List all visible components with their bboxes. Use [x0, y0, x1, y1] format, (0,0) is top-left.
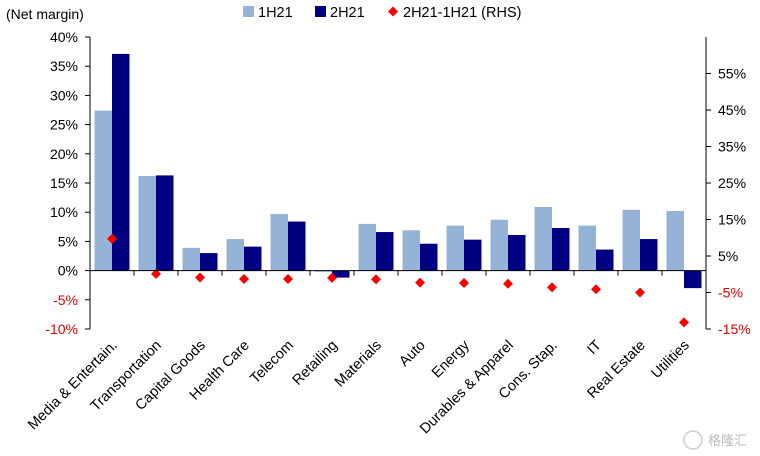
category-label: Materials	[332, 338, 385, 391]
left-tick-label: 40%	[50, 29, 78, 45]
category-labels: Media & Entertain.TransportationCapital …	[25, 337, 693, 437]
bar-1h21	[226, 239, 244, 271]
marker-diff	[195, 272, 205, 283]
left-tick-label: 25%	[50, 117, 78, 133]
bars	[94, 53, 702, 289]
marker-diff	[239, 273, 249, 284]
watermark: 格隆汇	[683, 430, 747, 450]
left-tick-label: 5%	[58, 233, 78, 249]
markers	[107, 233, 689, 328]
bar-2h21	[200, 253, 218, 271]
bar-2h21	[376, 232, 394, 271]
marker-diff	[635, 287, 645, 298]
marker-diff	[503, 278, 513, 289]
bar-2h21	[640, 239, 658, 271]
left-tick-label: 15%	[50, 175, 78, 191]
right-tick-label: 45%	[718, 102, 746, 118]
marker-diff	[107, 233, 117, 244]
category-label: Auto	[396, 338, 428, 370]
left-tick-label: -5%	[53, 292, 78, 308]
bar-1h21	[490, 219, 508, 271]
legend-label: 1H21	[258, 5, 293, 21]
right-tick-label: -15%	[718, 321, 751, 337]
category-label: Energy	[429, 337, 473, 381]
right-axis: 55% 45% 35% 25% 15% 5% -5% -15%	[705, 37, 751, 337]
marker-diff	[459, 278, 469, 289]
left-axis: 40% 35% 30% 25% 20% 15% 10% 5% 0% -5% -10%	[45, 29, 91, 337]
bar-1h21	[402, 230, 420, 271]
watermark-text: 格隆汇	[708, 433, 747, 448]
bar-2h21	[332, 270, 350, 278]
bar-1h21	[314, 270, 332, 272]
marker-diff	[327, 272, 337, 283]
bar-1h21	[270, 213, 288, 271]
bar-1h21	[182, 247, 200, 271]
unit-label: (Net margin)	[6, 6, 84, 22]
bar-2h21	[112, 53, 130, 271]
bar-2h21	[596, 249, 614, 271]
left-tick-label: 35%	[50, 58, 78, 74]
bar-1h21	[622, 209, 640, 271]
right-tick-label: 15%	[718, 212, 746, 228]
bar-2h21	[464, 239, 482, 271]
legend: 1H21 2H21 2H21-1H21 (RHS)	[243, 5, 521, 21]
right-tick-label: 55%	[718, 66, 746, 82]
category-label: Telecom	[247, 338, 296, 387]
left-tick-label: 0%	[58, 263, 78, 279]
bar-1h21	[94, 110, 112, 271]
watermark-logo-icon	[683, 430, 703, 450]
left-tick-label: -10%	[45, 321, 78, 337]
right-tick-label: -5%	[718, 285, 743, 301]
legend-label: 2H21-1H21 (RHS)	[403, 5, 521, 21]
bar-1h21	[534, 206, 552, 271]
marker-diff	[547, 282, 557, 293]
bar-2h21	[552, 227, 570, 271]
bar-2h21	[508, 234, 526, 271]
category-label: Utilities	[648, 338, 692, 382]
marker-diff	[415, 277, 425, 288]
bar-2h21	[156, 175, 174, 271]
bar-2h21	[420, 243, 438, 271]
bar-1h21	[578, 225, 596, 271]
marker-diff	[591, 284, 601, 295]
legend-label: 2H21	[330, 5, 365, 21]
bar-1h21	[666, 211, 684, 271]
right-tick-label: 25%	[718, 175, 746, 191]
left-tick-label: 20%	[50, 146, 78, 162]
right-tick-label: 5%	[718, 248, 738, 264]
marker-diff	[679, 317, 689, 328]
legend-swatch-2h21	[315, 6, 326, 17]
bar-1h21	[138, 175, 156, 271]
bar-1h21	[358, 223, 376, 271]
left-tick-label: 30%	[50, 87, 78, 103]
marker-diff	[151, 268, 161, 279]
marker-diff	[283, 273, 293, 284]
bar-2h21	[684, 270, 702, 289]
bar-2h21	[288, 221, 306, 271]
legend-swatch-diff	[388, 6, 398, 17]
marker-diff	[371, 274, 381, 285]
bar-1h21	[446, 225, 464, 271]
legend-swatch-1h21	[243, 6, 254, 17]
right-tick-label: 35%	[718, 139, 746, 155]
category-label: IT	[584, 337, 605, 358]
left-tick-label: 10%	[50, 204, 78, 220]
zero-line	[89, 270, 707, 276]
bar-2h21	[244, 246, 262, 271]
